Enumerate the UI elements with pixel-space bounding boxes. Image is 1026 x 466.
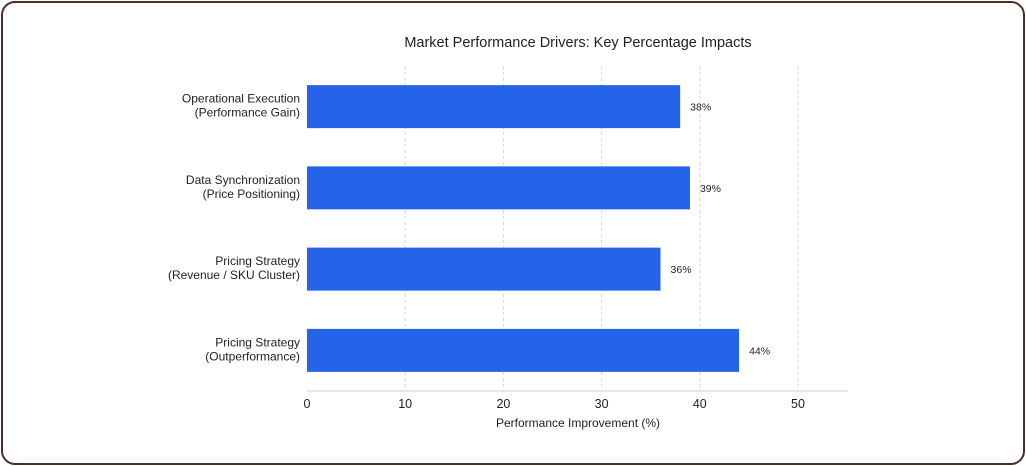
category-label: Data Synchronization	[186, 173, 300, 187]
x-tick-label: 20	[496, 397, 510, 411]
x-tick-labels: 0 10 20 30 40 50	[304, 397, 805, 411]
bar	[307, 328, 740, 372]
category-label: (Price Positioning)	[203, 187, 300, 201]
chart-title: Market Performance Drivers: Key Percenta…	[404, 35, 751, 51]
x-tick-label: 50	[791, 397, 805, 411]
x-axis-label: Performance Improvement (%)	[496, 416, 660, 430]
data-label: 36%	[671, 264, 692, 276]
data-label: 39%	[700, 183, 721, 195]
category-label: Pricing Strategy	[215, 335, 300, 349]
category-label: (Revenue / SKU Cluster)	[168, 268, 300, 282]
data-label: 38%	[690, 102, 711, 114]
bars: 38% 39% 36% 44%	[307, 85, 770, 372]
category-label: (Outperformance)	[205, 349, 300, 363]
category-label: Pricing Strategy	[215, 254, 300, 268]
x-tick-label: 0	[304, 397, 311, 411]
category-labels: Operational Execution(Performance Gain) D…	[168, 92, 300, 364]
bar	[307, 247, 661, 291]
x-tick-label: 10	[398, 397, 412, 411]
bar	[307, 166, 690, 210]
data-label: 44%	[749, 345, 770, 357]
x-tick-label: 40	[693, 397, 707, 411]
category-label: Operational Execution	[182, 92, 300, 106]
x-tick-label: 30	[595, 397, 609, 411]
bar	[307, 85, 681, 129]
category-label: (Performance Gain)	[195, 106, 300, 120]
